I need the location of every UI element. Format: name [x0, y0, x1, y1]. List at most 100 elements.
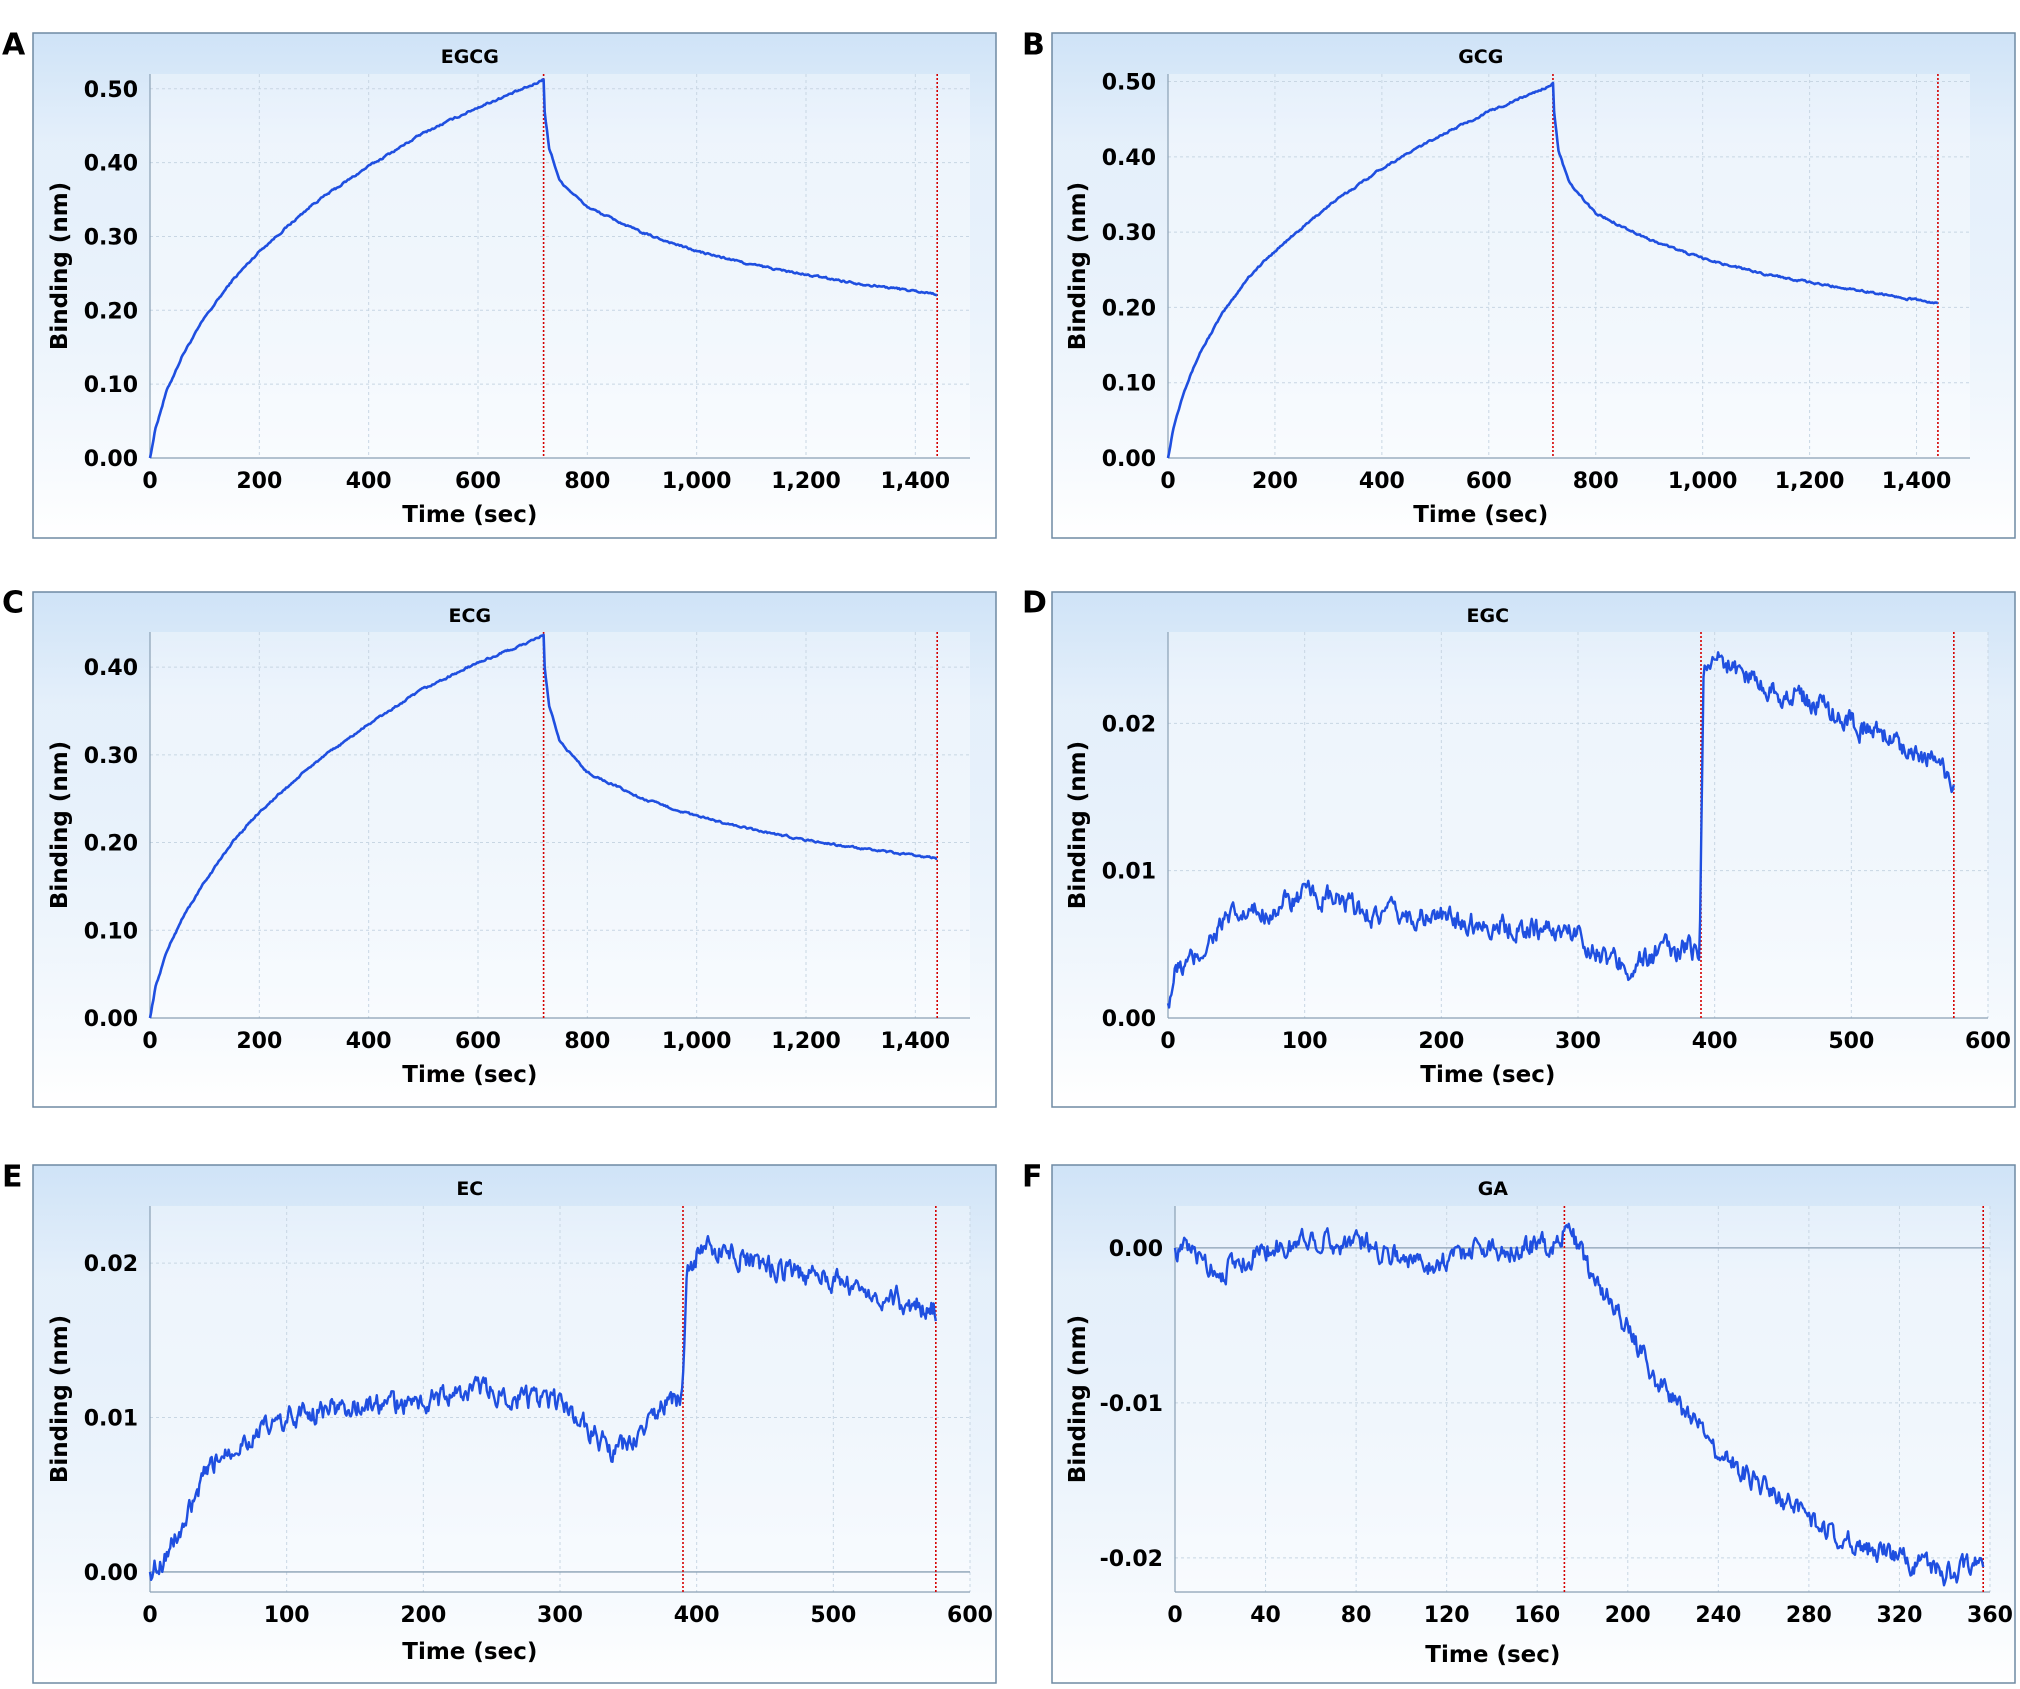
x-tick-label: 600	[455, 1029, 501, 1054]
x-tick-label: 300	[1555, 1029, 1601, 1054]
x-tick-label: 500	[1828, 1029, 1874, 1054]
x-tick-label: 800	[564, 1029, 610, 1054]
chart-frame	[32, 591, 997, 1108]
y-tick-label: 0.00	[1109, 1237, 1163, 1262]
x-tick-label: 200	[236, 1029, 282, 1054]
x-tick-label: 400	[346, 1029, 392, 1054]
x-tick-label: 200	[400, 1603, 446, 1628]
y-tick-label: 0.30	[84, 225, 138, 250]
plot-area	[1168, 74, 1970, 458]
x-tick-label: 1,400	[1882, 469, 1952, 494]
x-tick-label: 80	[1341, 1603, 1372, 1628]
x-tick-label: 120	[1424, 1603, 1470, 1628]
panel-letter: B	[1022, 28, 1045, 63]
x-tick-label: 280	[1786, 1603, 1832, 1628]
y-tick-label: 0.20	[1102, 296, 1156, 321]
panel-letter: C	[2, 586, 24, 621]
y-tick-label: 0.50	[84, 78, 138, 103]
y-tick-label: 0.01	[1102, 860, 1156, 885]
x-tick-label: 400	[674, 1603, 720, 1628]
y-tick-label: 0.30	[84, 744, 138, 769]
x-tick-label: 1,000	[662, 469, 732, 494]
y-tick-label: 0.10	[84, 919, 138, 944]
y-axis-label: Binding (nm)	[1065, 1315, 1091, 1483]
x-tick-label: 500	[810, 1603, 856, 1628]
x-tick-label: 1,200	[771, 1029, 841, 1054]
y-tick-label: 0.00	[84, 447, 138, 472]
y-axis-label: Binding (nm)	[47, 741, 73, 909]
x-tick-label: 200	[1418, 1029, 1464, 1054]
y-axis-label: Binding (nm)	[47, 182, 73, 350]
y-tick-label: 0.20	[84, 832, 138, 857]
chart-title: GA	[1478, 1178, 1509, 1200]
y-tick-label: 0.10	[1102, 372, 1156, 397]
x-tick-label: 0	[1160, 1029, 1175, 1054]
x-tick-label: 400	[1692, 1029, 1738, 1054]
x-axis-label: Time (sec)	[402, 1639, 537, 1665]
chart-frame	[1051, 591, 2016, 1108]
y-tick-label: 0.30	[1102, 221, 1156, 246]
x-tick-label: 40	[1250, 1603, 1281, 1628]
x-tick-label: 160	[1514, 1603, 1560, 1628]
panel-letter: D	[1022, 586, 1047, 621]
chart-title: EGC	[1467, 605, 1510, 627]
y-tick-label: 0.01	[84, 1407, 138, 1432]
x-tick-label: 200	[236, 469, 282, 494]
x-tick-label: 600	[1466, 469, 1512, 494]
x-tick-label: 600	[1965, 1029, 2011, 1054]
y-tick-label: 0.02	[1102, 712, 1156, 737]
x-tick-label: 400	[1359, 469, 1405, 494]
y-axis-label: Binding (nm)	[47, 1315, 73, 1483]
x-axis-label: Time (sec)	[402, 502, 537, 528]
x-tick-label: 0	[142, 1029, 157, 1054]
x-axis-label: Time (sec)	[1425, 1642, 1560, 1668]
chart-frame	[32, 32, 997, 539]
y-tick-label: 0.02	[84, 1252, 138, 1277]
y-tick-label: 0.00	[1102, 447, 1156, 472]
series-line	[1166, 81, 1939, 459]
chart-panel-c: C 0 200 400 600 800 1,000 1,200 1,400 0.00 0.10 0.2…	[2, 586, 997, 1108]
series-line	[148, 633, 938, 1019]
y-tick-label: 0.50	[1102, 71, 1156, 96]
y-tick-label: 0.00	[1102, 1007, 1156, 1032]
x-tick-label: 800	[1573, 469, 1619, 494]
chart-frame	[1051, 1164, 2016, 1684]
x-tick-label: 360	[1967, 1603, 2013, 1628]
y-axis-label: Binding (nm)	[1065, 741, 1091, 909]
x-tick-label: 1,400	[881, 469, 951, 494]
chart-panel-e: E 0 100 200 300 400 500 600 0.00 0.01 0.02 EC Time (…	[2, 1160, 997, 1684]
x-tick-label: 1,000	[662, 1029, 732, 1054]
x-tick-label: 100	[264, 1603, 310, 1628]
series-line	[1166, 651, 1955, 1009]
chart-panel-b: B 0 200 400 600 800 1,000 1,200 1,400 0.00 0.10 0.2…	[1022, 28, 2016, 539]
chart-title: EGCG	[441, 46, 499, 68]
chart-frame	[1051, 32, 2016, 539]
x-tick-label: 600	[947, 1603, 993, 1628]
x-tick-label: 800	[564, 469, 610, 494]
x-tick-label: 240	[1695, 1603, 1741, 1628]
x-tick-label: 0	[142, 469, 157, 494]
series-line	[1173, 1222, 1985, 1587]
y-tick-label: -0.02	[1100, 1547, 1163, 1572]
x-tick-label: 1,200	[771, 469, 841, 494]
chart-panel-f: F 0 40 80 120 160 200 240 280 320 360 -0.02 -0.01 0.0…	[1022, 1160, 2016, 1684]
y-tick-label: 0.40	[84, 656, 138, 681]
x-tick-label: 1,200	[1775, 469, 1845, 494]
chart-panel-a: A 0 200 400 600 800 1,000 1,200 1,400 0.00 0.10 0.2…	[2, 28, 997, 539]
series-line	[148, 78, 938, 459]
x-tick-label: 400	[346, 469, 392, 494]
y-tick-label: -0.01	[1100, 1392, 1163, 1417]
x-tick-label: 600	[455, 469, 501, 494]
x-tick-label: 0	[1160, 469, 1175, 494]
chart-frame	[32, 1164, 997, 1684]
x-tick-label: 0	[1167, 1603, 1182, 1628]
panel-letter: E	[2, 1160, 23, 1195]
y-axis-label: Binding (nm)	[1065, 182, 1091, 350]
x-tick-label: 1,400	[881, 1029, 951, 1054]
chart-panel-d: D 0 100 200 300 400 500 600 0.00 0.01 0.02 EGC Time …	[1022, 586, 2016, 1108]
y-tick-label: 0.00	[84, 1561, 138, 1586]
plot-area	[150, 74, 970, 458]
y-tick-label: 0.40	[84, 152, 138, 177]
plot-area	[1175, 1206, 1990, 1592]
